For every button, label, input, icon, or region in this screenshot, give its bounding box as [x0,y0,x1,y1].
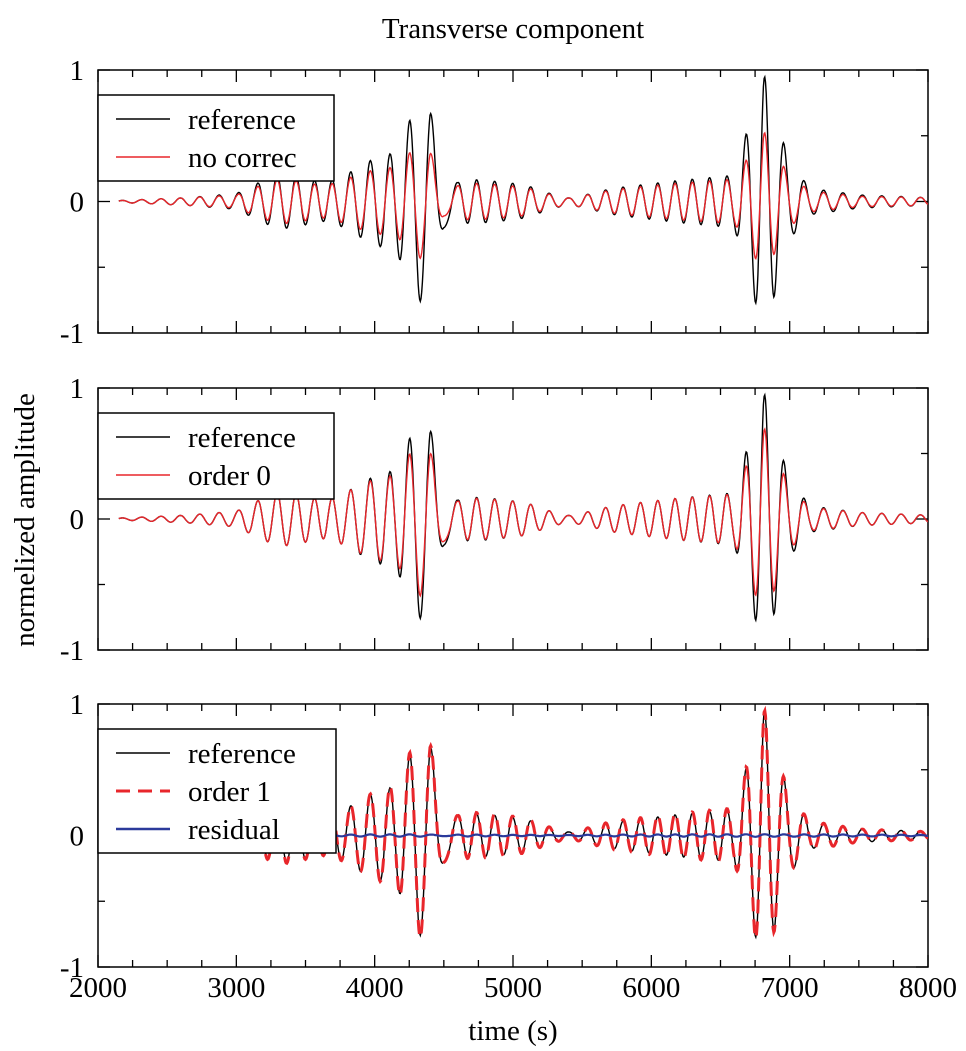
x-tick-label: 3000 [207,972,265,1004]
legend-label: reference [188,738,296,770]
legend-label: reference [188,422,296,454]
legend-label: reference [188,104,296,136]
y-tick-label: 0 [70,187,85,219]
legend-label: order 0 [188,460,271,492]
y-tick-label: -1 [60,635,84,667]
series-line-order-0 [118,427,928,598]
panel-2: 1 0 -1 reference order 0 [60,373,929,667]
legend-label: order 1 [188,776,271,808]
x-axis-label: time (s) [468,1015,557,1047]
y-tick-label: 1 [70,689,85,721]
legend-box [97,94,335,182]
legend-label: residual [188,814,280,846]
y-tick-label: 0 [70,821,85,853]
chart-title: Transverse component [382,13,644,45]
y-axis-label: normelized amplitude [9,393,41,647]
y-tick-label: 1 [70,55,85,87]
x-tick-label: 8000 [899,972,957,1004]
legend-box [97,728,337,854]
y-tick-label: -1 [60,952,84,984]
panels-layer: 1 0 -1 reference no correc 1 0 -1 reference order… [60,55,957,1004]
x-tick-label: 4000 [346,972,404,1004]
legend-label: no correc [188,142,297,174]
x-tick-label: 5000 [484,972,542,1004]
y-tick-label: 1 [70,373,85,405]
series-line-no-correc [118,131,928,261]
x-tick-label: 6000 [622,972,680,1004]
legend-box [97,412,335,500]
y-tick-label: 0 [70,504,85,536]
panel-1: 1 0 -1 reference no correc [60,55,929,350]
x-tick-label: 2000 [69,972,127,1004]
x-tick-label: 7000 [761,972,819,1004]
y-tick-label: -1 [60,318,84,350]
